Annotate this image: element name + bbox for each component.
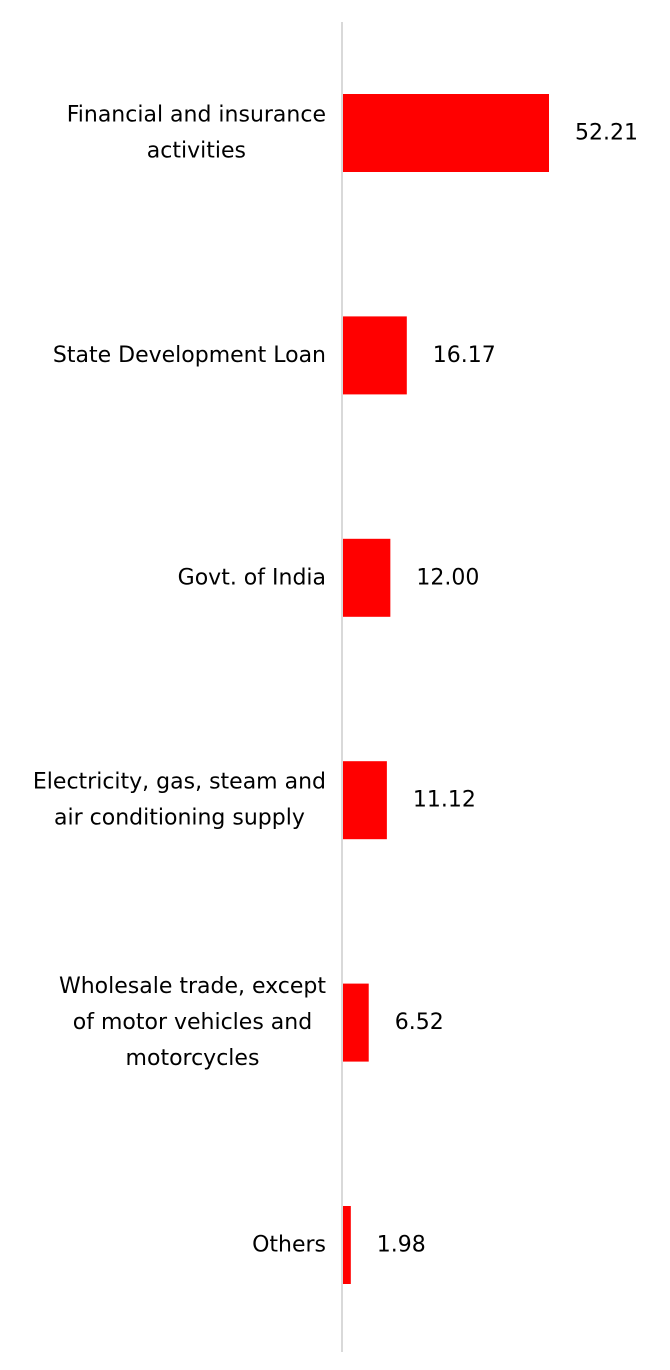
category-label: Govt. of India	[178, 565, 326, 590]
category-labels-group: Financial and insurance activities State D…	[33, 103, 326, 1258]
bar	[343, 761, 387, 840]
bar	[343, 316, 407, 395]
bar	[343, 1206, 351, 1284]
category-label-line: of motor vehicles and	[73, 1010, 312, 1035]
bar	[343, 94, 549, 172]
category-label: Financial and insurance activities	[67, 103, 326, 164]
category-label-line: motorcycles	[126, 1046, 260, 1071]
category-label-line: Wholesale trade, except	[59, 974, 326, 999]
value-label: 52.21	[575, 121, 638, 146]
category-label-line: activities	[147, 139, 246, 164]
category-label-line: air conditioning supply	[54, 806, 305, 831]
category-label-line: Others	[252, 1233, 326, 1258]
category-label: State Development Loan	[53, 343, 326, 368]
category-label: Electricity, gas, steam and air condition…	[33, 770, 326, 831]
bars-group	[343, 94, 549, 1284]
bar	[343, 538, 391, 617]
category-label-line: Electricity, gas, steam and	[33, 770, 326, 795]
value-label: 6.52	[395, 1010, 444, 1035]
category-label-line: Govt. of India	[178, 565, 326, 590]
bar	[343, 983, 369, 1062]
category-label-line: Financial and insurance	[67, 103, 326, 128]
value-label: 1.98	[377, 1233, 426, 1258]
value-label: 16.17	[433, 343, 496, 368]
value-label: 11.12	[413, 788, 476, 813]
value-labels-group: 52.21 16.17 12.00 11.12 6.52 1.98	[377, 121, 638, 1258]
value-label: 12.00	[416, 565, 479, 590]
category-label: Others	[252, 1233, 326, 1258]
category-label-line: State Development Loan	[53, 343, 326, 368]
category-label: Wholesale trade, except of motor vehicles…	[59, 974, 326, 1071]
